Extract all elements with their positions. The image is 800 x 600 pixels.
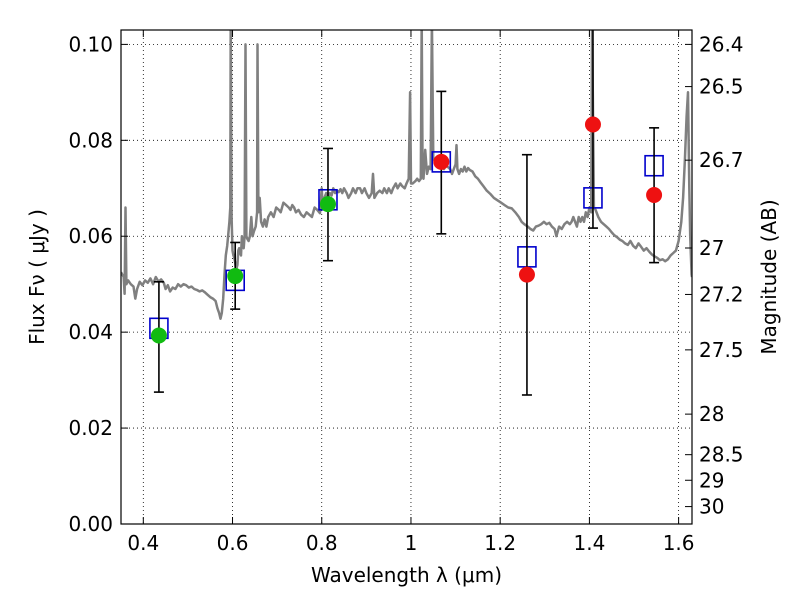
- axis-ticks: 0.4 0.6 0.8 1 1.2 1.4 1.6 0.00 0.02 0.04 0.06 0.08 0…: [68, 30, 744, 555]
- mag-tick-label: 26.4: [699, 32, 744, 56]
- y-tick-label: 0.02: [68, 416, 113, 440]
- mag-tick-label: 28.5: [699, 443, 744, 467]
- grid: [121, 30, 692, 525]
- mag-tick-label: 26.7: [699, 148, 744, 172]
- y-tick-label: 0.00: [68, 512, 113, 536]
- data-point: [646, 186, 663, 203]
- y-tick-label: 0.06: [68, 224, 113, 248]
- plot-frame: [120, 29, 693, 525]
- mag-tick-label: 27: [699, 236, 724, 260]
- mag-tick-label: 26.5: [699, 75, 744, 99]
- data-point: [584, 116, 601, 133]
- mag-tick-label: 27.2: [699, 282, 744, 306]
- mag-tick-label: 30: [699, 495, 724, 519]
- x-tick-label: 1.6: [663, 531, 695, 555]
- data-point: [518, 266, 535, 283]
- x-tick-label: 1.2: [484, 531, 516, 555]
- mag-tick-label: 27.5: [699, 338, 744, 362]
- mag-tick-label: 29: [699, 468, 724, 492]
- data-point: [319, 196, 336, 213]
- data-point: [433, 153, 450, 170]
- x-tick-label: 0.6: [217, 531, 249, 555]
- x-tick-label: 1.4: [573, 531, 605, 555]
- x-axis-label: Wavelength λ (μm): [311, 563, 502, 587]
- x-tick-label: 1: [405, 531, 418, 555]
- data-point: [150, 327, 167, 344]
- mag-tick-label: 28: [699, 402, 724, 426]
- y2-axis-label: Magnitude (AB): [757, 199, 781, 354]
- spectrum-line: [121, 30, 692, 320]
- model-spectrum: [121, 30, 692, 320]
- y-axis-label: Flux Fν ( μJy ): [25, 209, 49, 345]
- data-point: [227, 268, 244, 285]
- x-tick-label: 0.8: [306, 531, 338, 555]
- photometry-points: [149, 30, 664, 396]
- y-tick-label: 0.10: [68, 32, 113, 56]
- x-tick-label: 0.4: [127, 531, 159, 555]
- y-tick-label: 0.08: [68, 128, 113, 152]
- y-tick-label: 0.04: [68, 320, 113, 344]
